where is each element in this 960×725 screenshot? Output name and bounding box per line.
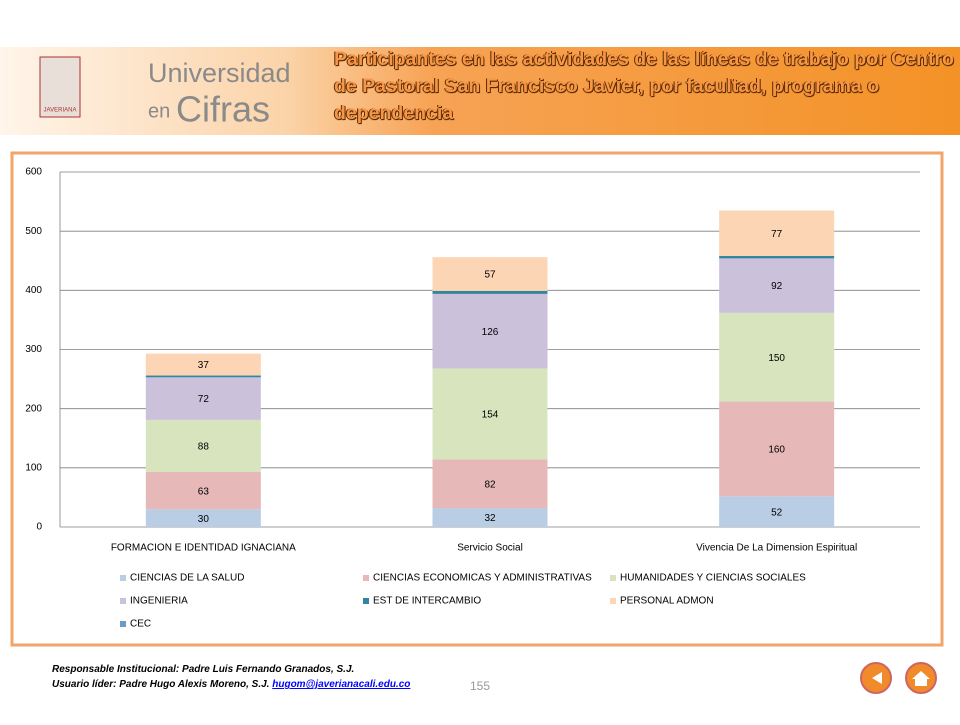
bar-segment bbox=[145, 377, 261, 420]
bar-segment bbox=[719, 312, 835, 402]
logo bbox=[39, 56, 81, 118]
bar-segment bbox=[145, 353, 261, 376]
data-label: 77 bbox=[771, 229, 783, 240]
bar-segment bbox=[145, 509, 261, 527]
data-label: 63 bbox=[198, 486, 210, 497]
bar-segment bbox=[145, 375, 261, 378]
arrow-icon bbox=[872, 672, 882, 684]
legend-swatch bbox=[610, 575, 616, 581]
y-tick-label: 300 bbox=[25, 344, 42, 355]
email-link[interactable]: hugom@javerianacali.edu.co bbox=[272, 679, 411, 690]
brand: en bbox=[148, 100, 170, 122]
footer: Responsable Institucional: Padre Luis Fe… bbox=[52, 662, 410, 692]
bar-segment bbox=[145, 471, 261, 510]
nav-home[interactable] bbox=[905, 662, 937, 694]
page-number: 155 bbox=[470, 679, 490, 693]
data-label: 30 bbox=[198, 514, 210, 525]
x-tick-label: Servicio Social bbox=[457, 543, 523, 554]
legend-label: PERSONAL ADMON bbox=[620, 596, 714, 607]
y-tick-label: 500 bbox=[25, 226, 42, 237]
bar-segment bbox=[719, 258, 835, 313]
data-label: 160 bbox=[768, 445, 785, 456]
data-label: 52 bbox=[771, 507, 783, 518]
data-label: 126 bbox=[482, 327, 499, 338]
bar-segment bbox=[719, 496, 835, 527]
data-label: 32 bbox=[484, 513, 496, 524]
bar-segment bbox=[432, 459, 548, 509]
x-tick-label: FORMACION E IDENTIDAD IGNACIANA bbox=[111, 543, 296, 554]
bar-segment bbox=[432, 368, 548, 460]
data-label: 57 bbox=[484, 270, 496, 281]
y-tick-label: 200 bbox=[25, 403, 42, 414]
legend-label: CEC bbox=[130, 619, 151, 630]
bar-segment bbox=[432, 290, 548, 294]
data-label: 88 bbox=[198, 442, 210, 453]
legend-swatch bbox=[120, 598, 126, 604]
nav-back[interactable] bbox=[860, 662, 892, 694]
legend-swatch bbox=[610, 598, 616, 604]
user: Usuario líder: Padre Hugo Alexis Moreno,… bbox=[52, 679, 270, 690]
legend-label: CIENCIAS ECONOMICAS Y ADMINISTRATIVAS bbox=[373, 573, 592, 584]
data-label: 154 bbox=[482, 410, 499, 421]
legend-label: CIENCIAS DE LA SALUD bbox=[130, 573, 244, 584]
legend-label: EST DE INTERCAMBIO bbox=[373, 596, 481, 607]
y-tick-label: 0 bbox=[36, 522, 42, 533]
bar-segment bbox=[432, 257, 548, 291]
data-label: 72 bbox=[198, 394, 210, 405]
brand: Cifras bbox=[176, 89, 270, 130]
bar-segment bbox=[432, 293, 548, 369]
y-tick-label: 600 bbox=[25, 167, 42, 178]
logo-text: JAVERIANA bbox=[44, 108, 77, 114]
home-icon bbox=[912, 671, 930, 686]
header-band bbox=[0, 47, 960, 135]
legend-label: INGENIERIA bbox=[130, 596, 188, 607]
y-tick-label: 100 bbox=[25, 462, 42, 473]
y-tick-label: 400 bbox=[25, 285, 42, 296]
legend-swatch bbox=[120, 575, 126, 581]
data-label: 92 bbox=[771, 281, 783, 292]
legend-swatch bbox=[120, 621, 126, 627]
brand: Universidad bbox=[148, 58, 291, 88]
slide-title: Participantes en las actividades de las … bbox=[334, 48, 954, 124]
legend-swatch bbox=[363, 575, 369, 581]
legend-label: HUMANIDADES Y CIENCIAS SOCIALES bbox=[620, 573, 806, 584]
responsible: Responsable Institucional: Padre Luis Fe… bbox=[52, 664, 355, 675]
bar-segment bbox=[719, 401, 835, 497]
legend-swatch bbox=[363, 598, 369, 604]
bar-segment bbox=[432, 508, 548, 527]
data-label: 150 bbox=[768, 353, 785, 364]
data-label: 37 bbox=[198, 360, 210, 371]
data-label: 82 bbox=[484, 479, 496, 490]
user-line: Usuario líder: Padre Hugo Alexis Moreno,… bbox=[52, 677, 410, 692]
bar-segment bbox=[719, 256, 835, 259]
x-tick-label: Vivencia De La Dimension Espiritual bbox=[696, 543, 857, 554]
bar-segment bbox=[719, 210, 835, 257]
bar-segment bbox=[145, 419, 261, 472]
